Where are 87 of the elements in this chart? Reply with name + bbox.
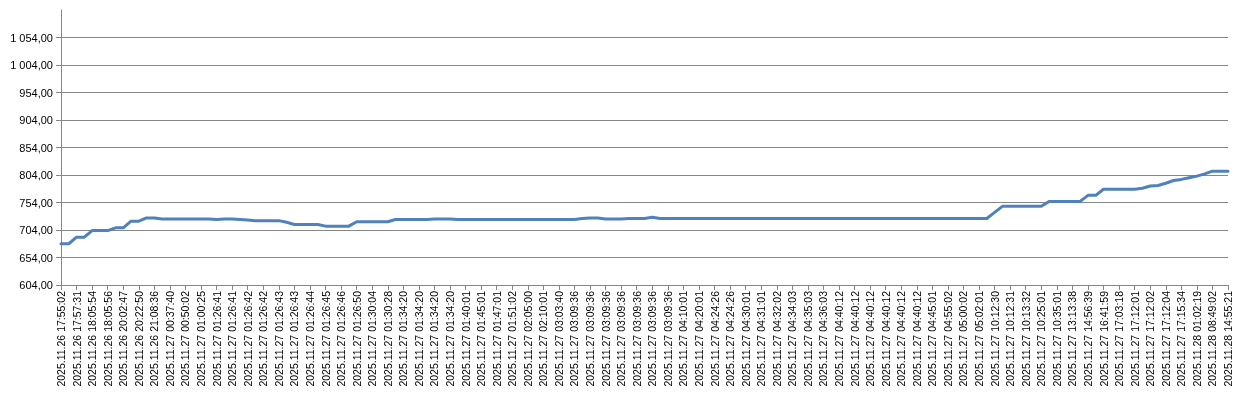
x-tick-label: 2025.11.27 03:09:36 bbox=[615, 290, 628, 387]
x-tick-label: 2025.11.27 01:26:44 bbox=[303, 290, 316, 387]
x-tick-label: 2025.11.27 04:40:12 bbox=[910, 290, 923, 387]
x-tick-label: 2025.11.27 04:40:12 bbox=[879, 290, 892, 387]
x-tick-label: 2025.11.26 21:08:36 bbox=[148, 290, 161, 387]
x-tick-label: 2025.11.27 01:26:43 bbox=[288, 290, 301, 387]
y-tick-label: 1 004,00 bbox=[10, 59, 53, 71]
x-tick-label: 2025.11.27 04:24:26 bbox=[724, 290, 737, 387]
x-tick-label: 2025.11.27 10:12:31 bbox=[1004, 290, 1017, 387]
x-tick-label: 2025.11.27 17:12:04 bbox=[1159, 290, 1172, 387]
x-tick-label: 2025.11.27 01:51:02 bbox=[506, 290, 519, 387]
x-tick-label: 2025.11.27 17:12:02 bbox=[1144, 290, 1157, 387]
x-tick-label: 2025.11.27 13:13:38 bbox=[1066, 290, 1079, 387]
x-tick-label: 2025.11.27 01:34:20 bbox=[444, 290, 456, 387]
x-tick-label: 2025.11.27 17:15:34 bbox=[1175, 290, 1188, 387]
y-tick-label: 804,00 bbox=[19, 169, 53, 181]
x-tick-label: 2025.11.27 03:09:36 bbox=[630, 290, 643, 387]
x-tick-label: 2025.11.26 17:55:02 bbox=[55, 290, 67, 387]
x-tick-label: 2025.11.27 01:26:41 bbox=[226, 290, 239, 387]
x-tick-label: 2025.11.27 04:24:26 bbox=[708, 290, 721, 387]
x-tick-label: 2025.11.27 04:40:12 bbox=[833, 290, 845, 387]
x-tick-label: 2025.11.27 04:34:03 bbox=[786, 290, 799, 387]
x-tick-label: 2025.11.27 04:45:01 bbox=[926, 290, 939, 387]
x-tick-label: 2025.11.27 01:47:01 bbox=[490, 290, 503, 387]
x-tick-label: 2025.11.27 01:26:42 bbox=[241, 290, 254, 387]
y-tick-label: 604,00 bbox=[19, 279, 53, 291]
x-tick-label: 2025.11.27 03:09:36 bbox=[661, 290, 674, 387]
x-tick-label: 2025.11.28 14:55:21 bbox=[1222, 290, 1234, 387]
x-tick-label: 2025.11.27 00:50:02 bbox=[179, 290, 192, 387]
x-tick-label: 2025.11.27 03:09:36 bbox=[646, 290, 659, 387]
x-tick-label: 2025.11.27 05:02:01 bbox=[973, 290, 986, 387]
line-series bbox=[59, 169, 1230, 246]
y-tick-label: 904,00 bbox=[19, 114, 53, 126]
x-tick-label: 2025.11.27 10:13:32 bbox=[1019, 290, 1032, 387]
y-tick-label: 1 054,00 bbox=[10, 31, 53, 44]
x-tick-label: 2025.11.27 04:10:01 bbox=[677, 290, 690, 387]
x-tick-label: 2025.11.27 04:32:02 bbox=[770, 290, 783, 387]
x-tick-label: 2025.11.27 04:31:01 bbox=[755, 290, 768, 387]
x-tick-label: 2025.11.27 01:34:20 bbox=[412, 290, 425, 387]
x-tick-label: 2025.11.27 01:30:04 bbox=[366, 290, 379, 387]
x-tick-label: 2025.11.27 00:37:40 bbox=[163, 290, 176, 387]
x-tick-label: 2025.11.27 01:26:50 bbox=[350, 290, 363, 387]
x-tick-label: 2025.11.27 01:34:20 bbox=[397, 290, 410, 387]
y-tick-label: 654,00 bbox=[19, 251, 53, 264]
x-tick-label: 2025.11.27 01:26:42 bbox=[257, 290, 270, 387]
x-tick-label: 2025.11.28 01:02:19 bbox=[1190, 290, 1203, 387]
x-tick-label: 2025.11.27 03:03:40 bbox=[552, 290, 565, 387]
x-tick-label: 2025.11.27 04:40:12 bbox=[895, 290, 908, 387]
x-tick-label: 2025.11.27 01:40:01 bbox=[459, 290, 472, 387]
x-tick-label: 2025.11.27 02:10:01 bbox=[537, 290, 550, 387]
x-tick-label: 2025.11.27 10:35:01 bbox=[1050, 290, 1063, 387]
x-tick-label: 2025.11.28 08:49:02 bbox=[1206, 290, 1219, 387]
x-tick-label: 2025.11.27 01:26:43 bbox=[272, 290, 285, 387]
x-tick-label: 2025.11.27 04:35:03 bbox=[801, 290, 814, 387]
y-tick-label: 854,00 bbox=[19, 141, 53, 154]
x-tick-label: 2025.11.27 05:00:02 bbox=[957, 290, 970, 387]
x-tick-label: 2025.11.27 01:00:25 bbox=[195, 290, 208, 387]
x-tick-label: 2025.11.27 17:03:18 bbox=[1113, 290, 1126, 387]
x-tick-label: 2025.11.27 01:45:01 bbox=[475, 290, 488, 387]
x-tick-label: 2025.11.27 04:40:12 bbox=[864, 290, 877, 387]
x-tick-label: 2025.11.27 01:26:45 bbox=[319, 290, 332, 387]
x-tick-label: 2025.11.27 04:20:01 bbox=[692, 290, 705, 387]
x-tick-label: 2025.11.27 02:05:00 bbox=[521, 290, 534, 387]
x-tick-label: 2025.11.27 01:26:46 bbox=[335, 290, 348, 387]
x-tick-label: 2025.11.27 03:09:36 bbox=[599, 290, 612, 387]
x-tick-label: 2025.11.27 01:34:20 bbox=[428, 290, 441, 387]
x-tick-label: 2025.11.27 03:09:36 bbox=[568, 290, 581, 387]
x-tick-label: 2025.11.27 16:41:59 bbox=[1097, 290, 1110, 387]
x-tick-label: 2025.11.27 10:25:01 bbox=[1035, 290, 1048, 387]
x-tick-label: 2025.11.27 10:12:30 bbox=[988, 290, 1001, 387]
x-tick-label: 2025.11.27 17:12:01 bbox=[1128, 290, 1141, 387]
y-tick-label: 954,00 bbox=[19, 86, 53, 99]
x-tick-label: 2025.11.27 14:56:39 bbox=[1081, 290, 1094, 387]
y-tick-label: 754,00 bbox=[19, 196, 53, 209]
y-tick-label: 704,00 bbox=[19, 224, 53, 236]
x-tick-label: 2025.11.27 04:40:12 bbox=[848, 290, 861, 387]
x-tick-label: 2025.11.27 04:36:03 bbox=[817, 290, 830, 387]
x-tick-label: 2025.11.27 04:55:02 bbox=[941, 290, 954, 387]
x-tick-label: 2025.11.26 18:05:54 bbox=[86, 290, 99, 387]
x-tick-label: 2025.11.26 20:02:47 bbox=[117, 290, 130, 387]
x-tick-label: 2025.11.27 01:26:41 bbox=[210, 290, 223, 387]
x-tick-label: 2025.11.26 20:22:50 bbox=[132, 290, 145, 387]
x-tick-label: 2025.11.26 17:57:31 bbox=[70, 290, 83, 387]
x-tick-label: 2025.11.26 18:05:56 bbox=[101, 290, 114, 387]
x-tick-label: 2025.11.27 04:30:01 bbox=[739, 290, 752, 387]
x-tick-label: 2025.11.27 03:09:36 bbox=[584, 290, 597, 387]
x-tick-label: 2025.11.27 01:30:28 bbox=[381, 290, 394, 387]
